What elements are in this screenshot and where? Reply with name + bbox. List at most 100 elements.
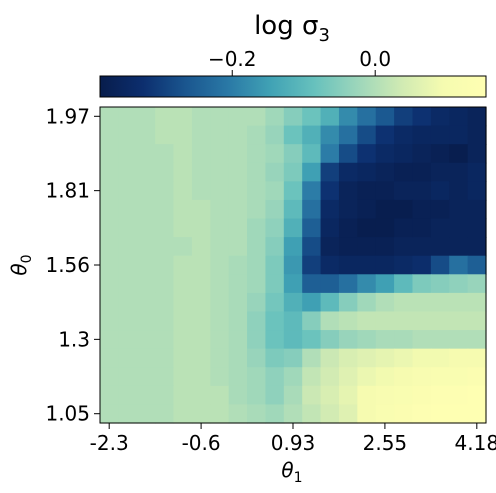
heatmap-cell (412, 107, 432, 127)
heatmap-cell (100, 237, 119, 257)
heatmap-cell (173, 255, 193, 275)
heatmap-cell (100, 274, 119, 294)
heatmap-cell (228, 330, 248, 350)
heatmap-cell (302, 255, 322, 275)
heatmap-cell (247, 199, 267, 220)
heatmap-cell (320, 125, 340, 145)
heatmap-cell (265, 181, 285, 201)
heatmap-cell (136, 367, 156, 387)
heatmap-cell (338, 311, 358, 331)
x-axis-label-main: θ (281, 458, 293, 482)
heatmap-cell (412, 348, 432, 368)
heatmap-cell (265, 162, 285, 182)
heatmap-cell (173, 367, 193, 387)
heatmap-cell (283, 144, 303, 164)
heatmap-cell (228, 125, 248, 145)
heatmap-cell (449, 311, 469, 331)
heatmap-cell (191, 125, 211, 145)
heatmap-cell (467, 348, 487, 368)
heatmap-cell (302, 181, 322, 201)
heatmap-cell (100, 348, 119, 368)
heatmap-cell (173, 330, 193, 350)
heatmap-cell (155, 367, 175, 387)
heatmap-cell (118, 348, 138, 368)
heatmap-cell (247, 311, 267, 331)
heatmap-cell (136, 292, 156, 313)
heatmap-cell (412, 367, 432, 387)
heatmap-cell (320, 107, 340, 127)
heatmap-cell (265, 404, 285, 424)
heatmap-cell (247, 218, 267, 238)
heatmap-cell (412, 274, 432, 294)
heatmap-cell (394, 367, 414, 387)
heatmap-cell (302, 404, 322, 424)
heatmap-cell (173, 199, 193, 220)
heatmap-cell (100, 404, 119, 424)
heatmap-cell (375, 107, 395, 127)
heatmap-cell (283, 348, 303, 368)
heatmap-cell (155, 404, 175, 424)
heatmap-cell (283, 237, 303, 257)
heatmap-cell (283, 385, 303, 406)
heatmap-cell (118, 311, 138, 331)
heatmap-cell (320, 404, 340, 424)
heatmap-cell (430, 199, 450, 220)
heatmap-cell (375, 367, 395, 387)
heatmap-cell (302, 144, 322, 164)
heatmap-cell (449, 144, 469, 164)
heatmap-cell (449, 385, 469, 406)
heatmap-cell (228, 404, 248, 424)
heatmap-cell (228, 367, 248, 387)
heatmap-cell (449, 125, 469, 145)
heatmap-cell (210, 144, 230, 164)
heatmap-cell (228, 292, 248, 313)
heatmap-cell (210, 107, 230, 127)
heatmap-cell (394, 107, 414, 127)
heatmap-cell (136, 404, 156, 424)
heatmap-cell (265, 125, 285, 145)
heatmap-cell (430, 292, 450, 313)
heatmap-cell (265, 255, 285, 275)
heatmap-cell (467, 199, 487, 220)
heatmap-cell (265, 311, 285, 331)
x-axis-label: θ1 (281, 458, 302, 486)
heatmap-cell (412, 199, 432, 220)
heatmap-cell (173, 107, 193, 127)
heatmap-cell (375, 199, 395, 220)
heatmap-cell (155, 125, 175, 145)
heatmap-cell (375, 404, 395, 424)
heatmap-cell (118, 255, 138, 275)
heatmap-cell (467, 274, 487, 294)
heatmap-cell (283, 274, 303, 294)
heatmap-cell (320, 311, 340, 331)
y-tick-label: 1.81 (45, 179, 90, 203)
heatmap-cell (283, 255, 303, 275)
heatmap-cell (283, 125, 303, 145)
heatmap-cell (357, 218, 377, 238)
heatmap-cell (430, 255, 450, 275)
x-tick-label: 2.55 (363, 431, 408, 455)
heatmap-cell (100, 107, 119, 127)
heatmap-cell (247, 367, 267, 387)
heatmap-cell (283, 292, 303, 313)
heatmap-cell (467, 125, 487, 145)
heatmap-cell (302, 125, 322, 145)
x-tick-label: -0.6 (182, 431, 221, 455)
heatmap-cell (136, 237, 156, 257)
heatmap-cell (320, 330, 340, 350)
heatmap-cell (375, 292, 395, 313)
heatmap-cell (467, 311, 487, 331)
heatmap-cell (118, 385, 138, 406)
heatmap-cell (375, 274, 395, 294)
heatmap-cell (247, 107, 267, 127)
heatmap-cell (467, 404, 487, 424)
y-axis-label-main: θ (7, 263, 31, 275)
heatmap-cell (100, 199, 119, 220)
heatmap-cell (136, 107, 156, 127)
heatmap-cell (320, 199, 340, 220)
heatmap-cell (449, 255, 469, 275)
x-axis-ticks: -2.3 -0.6 0.93 2.55 4.18 (90, 423, 496, 455)
heatmap-cell (265, 330, 285, 350)
heatmap-cell (338, 181, 358, 201)
heatmap-cell (449, 162, 469, 182)
